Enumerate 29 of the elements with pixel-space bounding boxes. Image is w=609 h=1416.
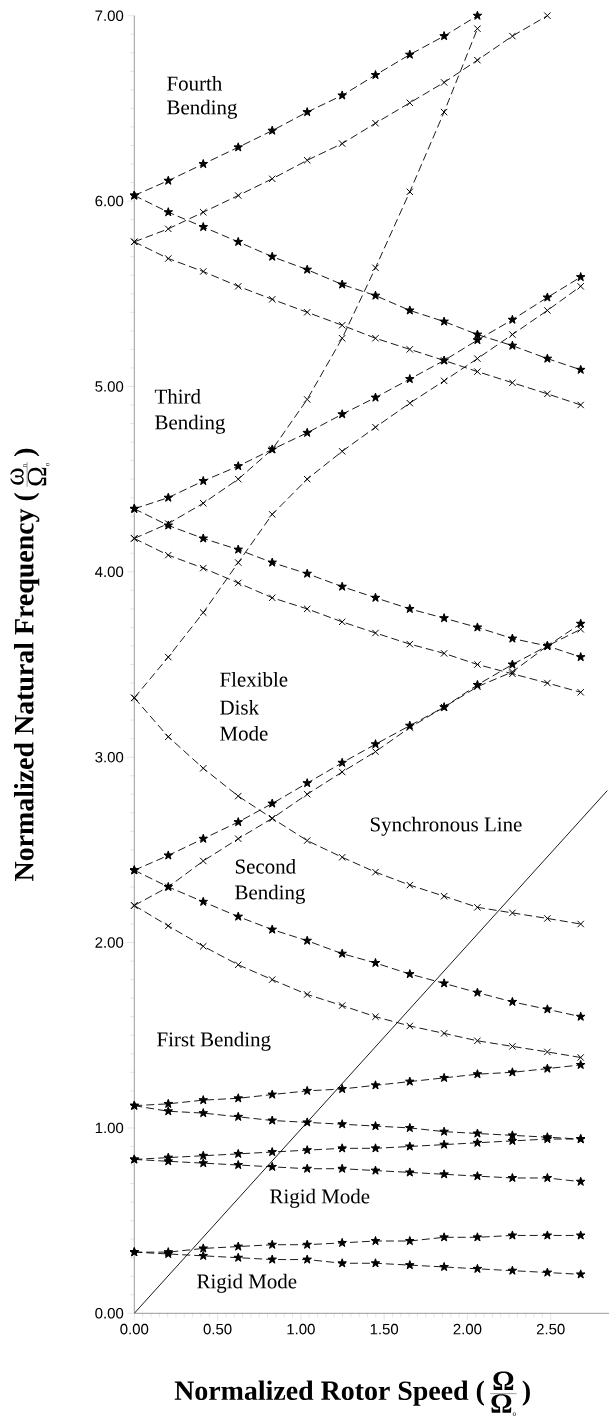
x-tick-label: 2.00 — [453, 1323, 482, 1335]
y-tick-label: 2.00 — [95, 937, 124, 948]
x-tick-label: 2.50 — [536, 1323, 565, 1335]
y-tick-label: 6.00 — [95, 195, 124, 207]
x-tick-label: 1.00 — [287, 1323, 315, 1335]
y-tick-label: 0.00 — [95, 1308, 124, 1319]
y-tick-label: 3.00 — [95, 751, 124, 763]
annotation: First Bending — [157, 1031, 271, 1051]
y-tick-label: 4.00 — [95, 566, 124, 578]
y-tick-label: 1.00 — [95, 1122, 124, 1134]
x-tick-label: 0.00 — [120, 1323, 149, 1335]
y-axis-title: $\mbox{\bfseries Normalized Natural Frequency (}\,\frac{\mbox{ω}_{\mbox{\scriptsize n}}}{\mbox{Ω}_{\mbox{\scriptsize o}}}\,\mbox{\bfseries )}$ — [10, 448, 50, 881]
annotation: Bending — [235, 884, 306, 904]
annotation: Mode — [220, 725, 268, 741]
annotation: Bending — [167, 99, 237, 119]
x-tick-label: 1.50 — [370, 1323, 399, 1335]
annotation: Disk — [220, 699, 260, 715]
annotation: Synchronous Line — [370, 816, 522, 836]
annotation: Fourth — [167, 75, 223, 91]
annotation: Third — [154, 388, 201, 404]
x-axis-title: $\mbox{\bfseries Normalized Rotor Speed (}\,\frac{\mbox{\bfseries Ω}}{\mbox{\bfseries Ω}_{\mbox{\scriptsize o}}}\,\mbox{\bfseries )}$ — [174, 1371, 530, 1416]
y-tick-label: 7.00 — [95, 10, 124, 21]
annotation: Rigid Mode — [197, 1273, 297, 1293]
annotation: Flexible — [220, 671, 288, 687]
annotation: Rigid Mode — [270, 1188, 370, 1208]
x-tick-label: 0.50 — [203, 1323, 232, 1335]
annotation: Second — [235, 858, 296, 874]
y-tick-label: 5.00 — [95, 381, 124, 392]
annotation: Bending — [155, 414, 225, 434]
